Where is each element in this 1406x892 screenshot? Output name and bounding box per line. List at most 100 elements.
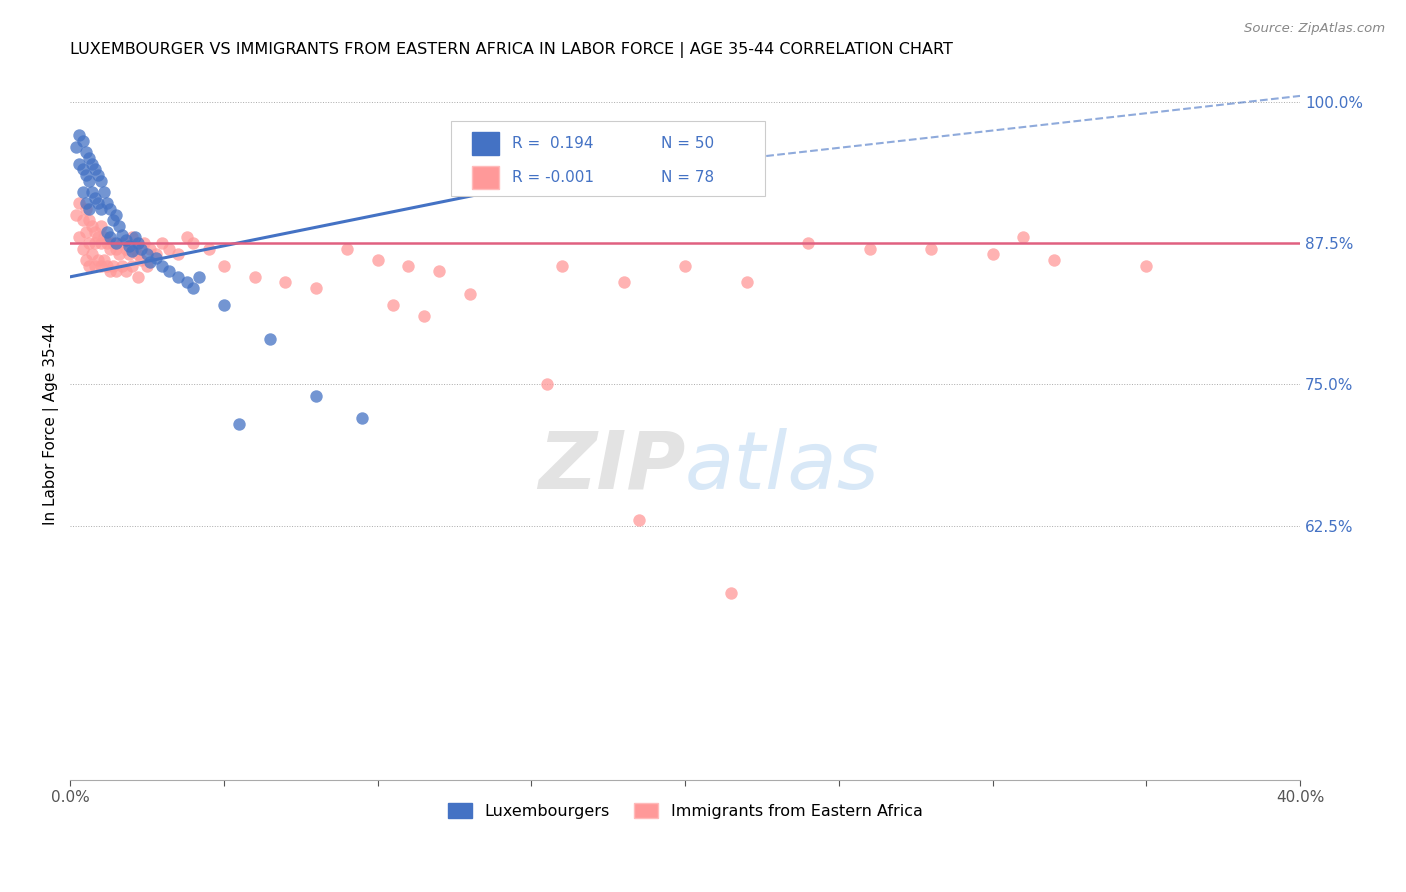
Point (127, 247, 149, 261)
Point (114, 264, 136, 278)
Point (72, 134, 94, 148)
Point (98, 264, 121, 278)
Point (176, 230, 198, 244)
Point (77, 174, 100, 188)
Point (72, 242, 94, 256)
Point (87, 230, 110, 244)
Point (536, 377, 558, 392)
Point (981, 247, 1004, 261)
Text: N = 50: N = 50 (661, 136, 714, 151)
Point (69, 230, 91, 244)
Point (352, 411, 374, 425)
Point (83, 162, 105, 177)
Point (797, 235, 820, 250)
Point (77, 259, 100, 273)
Point (90, 219, 112, 233)
Point (136, 247, 159, 261)
Point (127, 269, 149, 284)
Point (124, 230, 146, 244)
Point (114, 233, 136, 247)
Point (72, 213, 94, 227)
Point (157, 264, 180, 278)
Point (124, 242, 146, 256)
Point (103, 213, 125, 227)
Point (87, 168, 110, 182)
Point (105, 242, 128, 256)
Point (145, 251, 167, 265)
Point (139, 255, 162, 269)
Point (83, 191, 105, 205)
Point (98, 242, 121, 256)
Point (96, 196, 118, 211)
Point (367, 252, 389, 267)
Point (98, 202, 121, 216)
Point (152, 235, 174, 250)
Point (157, 242, 180, 256)
Point (80, 185, 103, 199)
Point (197, 242, 219, 256)
Point (114, 242, 136, 256)
Point (117, 247, 139, 261)
Point (181, 281, 204, 295)
Point (111, 227, 134, 242)
Point (105, 208, 128, 222)
Point (103, 235, 125, 250)
Point (96, 225, 118, 239)
Point (551, 259, 574, 273)
Point (212, 298, 235, 312)
Point (720, 586, 742, 600)
Point (111, 235, 134, 250)
Point (627, 513, 650, 527)
Point (111, 259, 134, 273)
Point (129, 242, 152, 256)
FancyBboxPatch shape (472, 166, 499, 189)
Point (87, 252, 110, 267)
Point (87, 196, 110, 211)
Point (75, 196, 97, 211)
Point (75, 225, 97, 239)
Point (69, 157, 91, 171)
Point (305, 281, 328, 295)
Point (920, 242, 942, 256)
Point (228, 417, 250, 431)
Point (75, 202, 97, 216)
Point (75, 252, 97, 267)
Point (93, 185, 115, 199)
Point (145, 247, 167, 261)
Point (80, 219, 103, 233)
Point (75, 168, 97, 182)
Point (127, 235, 149, 250)
Point (75, 145, 97, 160)
FancyBboxPatch shape (472, 132, 499, 155)
Point (90, 202, 112, 216)
Text: Source: ZipAtlas.com: Source: ZipAtlas.com (1244, 22, 1385, 36)
FancyBboxPatch shape (451, 121, 765, 196)
Point (98, 230, 121, 244)
Point (613, 276, 636, 290)
Point (136, 259, 159, 273)
Point (80, 157, 103, 171)
Point (83, 225, 105, 239)
Text: atlas: atlas (685, 427, 880, 506)
Point (382, 298, 405, 312)
Point (105, 264, 128, 278)
Point (152, 259, 174, 273)
Point (166, 269, 188, 284)
Text: LUXEMBOURGER VS IMMIGRANTS FROM EASTERN AFRICA IN LABOR FORCE | AGE 35-44 CORREL: LUXEMBOURGER VS IMMIGRANTS FROM EASTERN … (70, 42, 953, 58)
Point (1135, 259, 1157, 273)
Point (858, 242, 880, 256)
Point (274, 276, 297, 290)
Point (103, 259, 125, 273)
Point (80, 247, 103, 261)
Point (181, 235, 204, 250)
Point (90, 259, 112, 273)
Point (305, 388, 328, 402)
Point (259, 332, 281, 346)
Text: R = -0.001: R = -0.001 (512, 169, 593, 185)
Point (83, 235, 105, 250)
Point (132, 235, 155, 250)
Point (212, 259, 235, 273)
Point (72, 185, 94, 199)
Point (336, 242, 359, 256)
Point (65, 140, 87, 154)
